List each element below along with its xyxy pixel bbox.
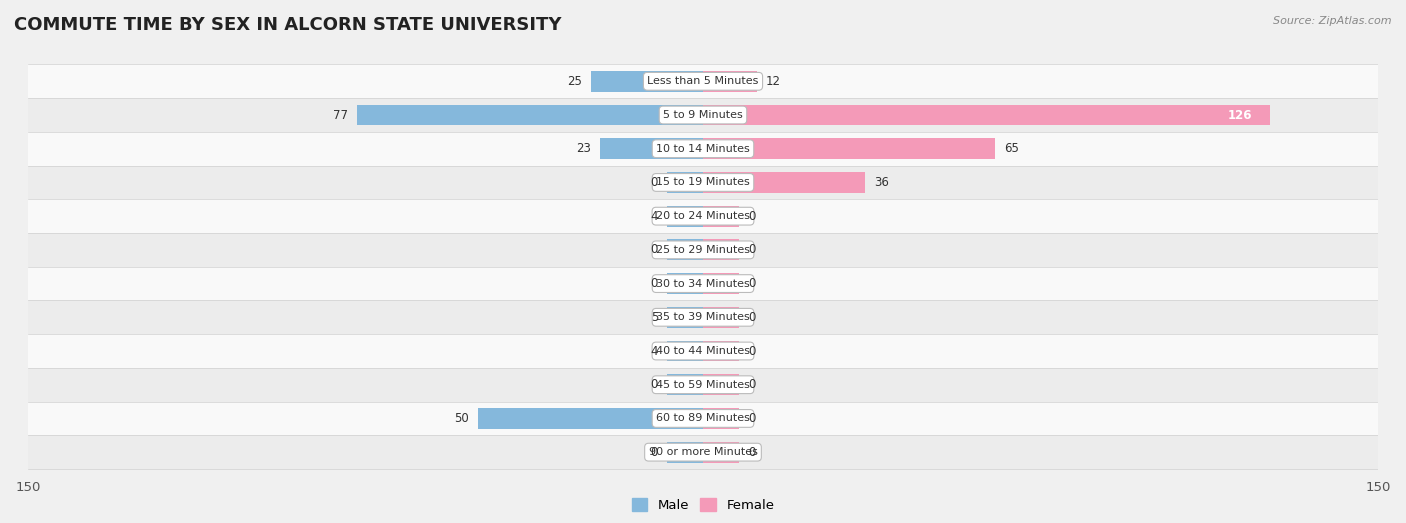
- Text: 126: 126: [1227, 108, 1251, 121]
- Bar: [28, 267, 1378, 300]
- Text: 25: 25: [567, 75, 582, 88]
- Bar: [703, 71, 756, 92]
- Bar: [666, 240, 703, 260]
- Bar: [703, 374, 740, 395]
- Text: 0: 0: [651, 243, 658, 256]
- Text: 15 to 19 Minutes: 15 to 19 Minutes: [657, 177, 749, 187]
- Text: 0: 0: [651, 378, 658, 391]
- Text: 0: 0: [748, 446, 755, 459]
- Text: 30 to 34 Minutes: 30 to 34 Minutes: [657, 279, 749, 289]
- Bar: [599, 138, 703, 159]
- Bar: [703, 172, 865, 193]
- Text: 0: 0: [748, 345, 755, 358]
- Text: 60 to 89 Minutes: 60 to 89 Minutes: [657, 414, 749, 424]
- Bar: [28, 199, 1378, 233]
- Text: 12: 12: [766, 75, 780, 88]
- Bar: [666, 374, 703, 395]
- Text: 36: 36: [875, 176, 889, 189]
- Bar: [666, 273, 703, 294]
- Bar: [666, 172, 703, 193]
- Bar: [666, 442, 703, 463]
- Bar: [28, 233, 1378, 267]
- Bar: [703, 307, 740, 328]
- Text: COMMUTE TIME BY SEX IN ALCORN STATE UNIVERSITY: COMMUTE TIME BY SEX IN ALCORN STATE UNIV…: [14, 16, 561, 33]
- Text: 0: 0: [748, 243, 755, 256]
- Bar: [28, 300, 1378, 334]
- Text: 90 or more Minutes: 90 or more Minutes: [648, 447, 758, 457]
- Text: 0: 0: [651, 176, 658, 189]
- Bar: [478, 408, 703, 429]
- Text: 10 to 14 Minutes: 10 to 14 Minutes: [657, 144, 749, 154]
- Text: 35 to 39 Minutes: 35 to 39 Minutes: [657, 312, 749, 322]
- Bar: [28, 368, 1378, 402]
- Text: Source: ZipAtlas.com: Source: ZipAtlas.com: [1274, 16, 1392, 26]
- Bar: [666, 340, 703, 361]
- Bar: [28, 334, 1378, 368]
- Text: 4: 4: [651, 210, 658, 223]
- Text: 0: 0: [748, 311, 755, 324]
- Text: 65: 65: [1004, 142, 1019, 155]
- Text: 0: 0: [651, 277, 658, 290]
- Text: 25 to 29 Minutes: 25 to 29 Minutes: [657, 245, 749, 255]
- Text: 4: 4: [651, 345, 658, 358]
- Text: 0: 0: [748, 412, 755, 425]
- Bar: [28, 435, 1378, 469]
- Text: 40 to 44 Minutes: 40 to 44 Minutes: [657, 346, 749, 356]
- Bar: [28, 64, 1378, 98]
- Legend: Male, Female: Male, Female: [626, 493, 780, 517]
- Text: 77: 77: [333, 108, 347, 121]
- Text: 45 to 59 Minutes: 45 to 59 Minutes: [657, 380, 749, 390]
- Text: 0: 0: [748, 210, 755, 223]
- Bar: [28, 402, 1378, 435]
- Bar: [357, 105, 703, 126]
- Bar: [703, 240, 740, 260]
- Bar: [666, 307, 703, 328]
- Text: 5 to 9 Minutes: 5 to 9 Minutes: [664, 110, 742, 120]
- Bar: [703, 340, 740, 361]
- Bar: [703, 408, 740, 429]
- Bar: [703, 206, 740, 226]
- Bar: [28, 166, 1378, 199]
- Bar: [591, 71, 703, 92]
- Bar: [666, 206, 703, 226]
- Text: 0: 0: [748, 277, 755, 290]
- Text: 50: 50: [454, 412, 470, 425]
- Text: 0: 0: [651, 446, 658, 459]
- Text: 23: 23: [575, 142, 591, 155]
- Bar: [28, 98, 1378, 132]
- Bar: [703, 273, 740, 294]
- Bar: [703, 138, 995, 159]
- Text: 20 to 24 Minutes: 20 to 24 Minutes: [657, 211, 749, 221]
- Bar: [703, 105, 1270, 126]
- Bar: [28, 132, 1378, 166]
- Text: 5: 5: [651, 311, 658, 324]
- Text: 0: 0: [748, 378, 755, 391]
- Text: Less than 5 Minutes: Less than 5 Minutes: [647, 76, 759, 86]
- Bar: [703, 442, 740, 463]
